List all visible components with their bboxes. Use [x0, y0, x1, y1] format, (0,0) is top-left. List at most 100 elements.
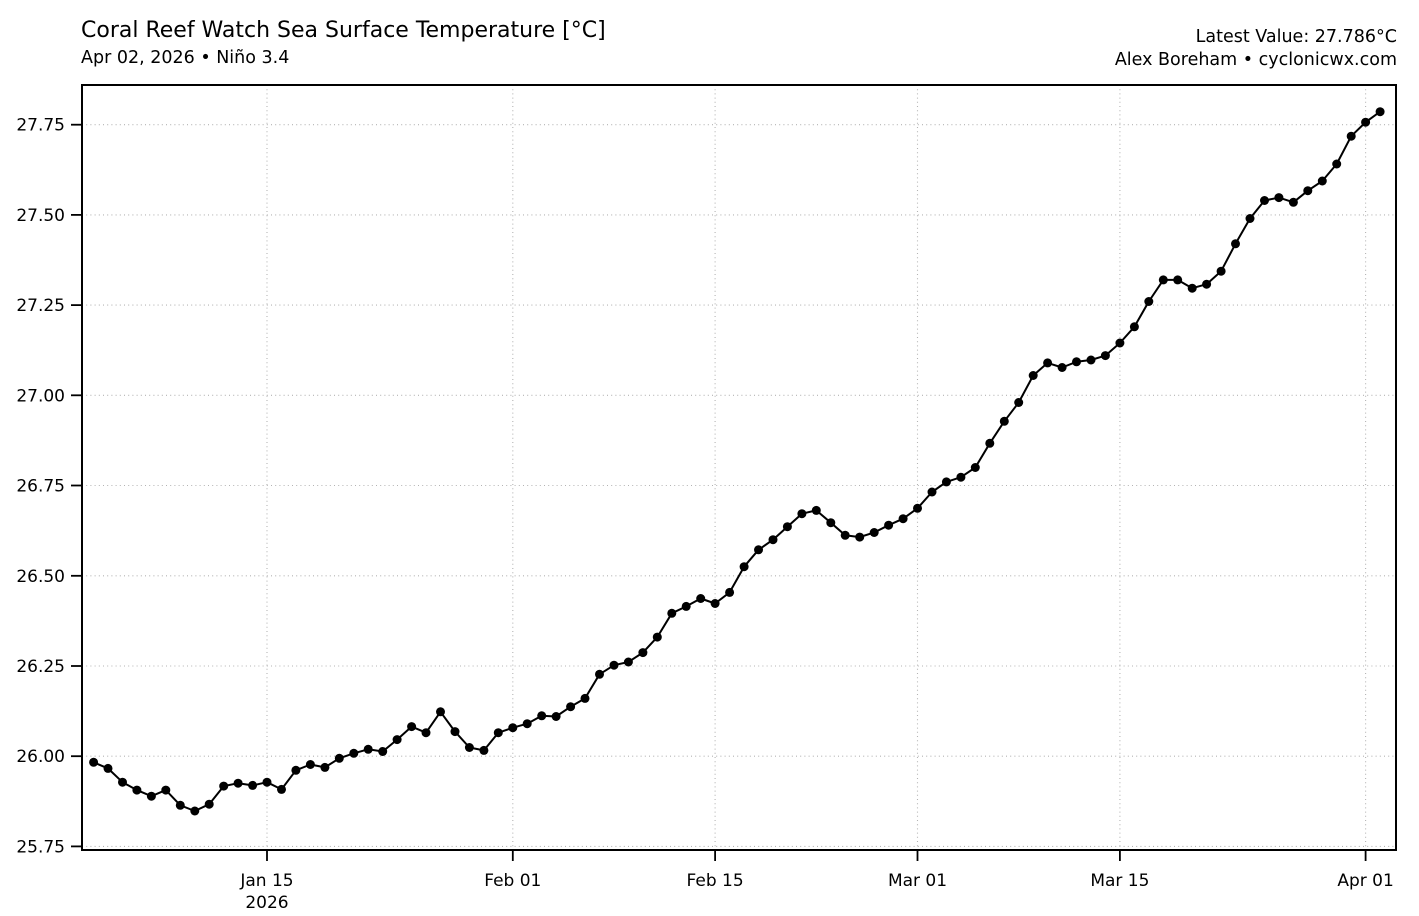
data-point [956, 472, 966, 482]
data-point [89, 757, 99, 767]
data-point [1028, 371, 1038, 380]
x-tick-label: Feb 01 [484, 871, 541, 891]
y-tick-label: 25.75 [16, 837, 65, 857]
data-point [1072, 357, 1081, 367]
data-point [1361, 117, 1371, 127]
data-point [1202, 279, 1212, 289]
data-points [89, 107, 1385, 816]
data-point [320, 762, 330, 772]
data-point [1129, 322, 1139, 332]
data-point [1375, 107, 1385, 117]
data-point [522, 719, 532, 729]
y-tick-label: 26.00 [16, 747, 65, 767]
grid [82, 85, 1396, 850]
data-point [696, 594, 706, 603]
data-point [1173, 275, 1183, 285]
data-point [421, 728, 431, 738]
y-tick-label: 26.50 [16, 567, 65, 587]
data-point [190, 806, 200, 816]
data-point [1144, 297, 1154, 306]
y-tick-label: 27.25 [16, 296, 65, 316]
data-point [1014, 398, 1024, 407]
data-point [219, 781, 229, 791]
data-point [334, 753, 344, 763]
chart-subtitle: Apr 02, 2026 • Niño 3.4 [81, 48, 290, 68]
data-point [768, 535, 778, 545]
data-point [1332, 159, 1342, 169]
data-point [840, 530, 850, 540]
data-point [1216, 266, 1226, 276]
data-point [1043, 358, 1053, 368]
data-point [1245, 214, 1255, 223]
data-point [941, 477, 951, 487]
credit-label: Alex Boreham • cyclonicwx.com [1114, 50, 1397, 70]
axis-labels: 25.75 26.00 26.25 26.50 26.75 27.00 27.25 27.50… [16, 116, 1393, 913]
data-point [754, 545, 763, 555]
data-point [537, 711, 547, 721]
y-tick-label: 27.00 [16, 386, 65, 406]
data-point [204, 799, 214, 809]
x-tick-label: Mar 01 [888, 871, 947, 891]
data-point [436, 707, 445, 717]
data-point [1274, 193, 1284, 203]
sst-line [92, 110, 1382, 812]
x-tick-label: Feb 15 [687, 871, 744, 891]
data-point [855, 532, 865, 542]
data-point [378, 747, 388, 756]
data-point [681, 601, 691, 611]
data-point [508, 723, 518, 733]
data-point [1288, 197, 1298, 207]
data-point [739, 562, 749, 572]
data-point [1086, 355, 1096, 365]
data-point [479, 745, 489, 755]
data-point [1057, 363, 1067, 372]
data-point [1346, 131, 1356, 141]
data-point [609, 660, 619, 670]
data-point [146, 791, 156, 801]
data-point [595, 669, 604, 679]
data-point [1260, 196, 1269, 205]
data-point [811, 505, 821, 515]
data-point [927, 487, 937, 497]
data-point [652, 632, 662, 642]
data-point [667, 608, 677, 618]
latest-value-label: Latest Value: 27.786°C [1195, 27, 1397, 47]
data-point [392, 735, 402, 745]
x-tick-label: Mar 15 [1090, 871, 1149, 891]
data-point [1303, 186, 1313, 196]
data-point [985, 438, 995, 448]
data-point [262, 777, 272, 787]
data-point [782, 522, 792, 532]
data-point [566, 702, 576, 712]
data-point [407, 722, 417, 732]
data-point [710, 599, 720, 608]
data-point [233, 778, 243, 788]
y-tick-label: 26.75 [16, 477, 65, 497]
data-point [1115, 338, 1125, 348]
x-tick-label: Apr 01 [1337, 871, 1393, 891]
data-point [580, 693, 590, 703]
data-point [1187, 283, 1197, 293]
axis-ticks [71, 123, 1367, 861]
data-point [118, 777, 127, 787]
data-point [1317, 176, 1327, 186]
data-point [884, 520, 894, 530]
data-point [551, 712, 561, 721]
data-point [869, 528, 879, 537]
data-point [248, 780, 258, 790]
data-point [638, 648, 648, 658]
data-point [826, 518, 836, 528]
data-point [1231, 239, 1240, 249]
data-point [999, 416, 1009, 426]
data-point [623, 657, 633, 667]
x-tick-label: Jan 15 [239, 871, 293, 891]
data-point [349, 748, 359, 758]
data-point [103, 763, 113, 773]
data-point [291, 765, 301, 775]
data-point [305, 760, 315, 769]
data-point [797, 509, 807, 519]
chart-annotations: Latest Value: 27.786°C Alex Boreham • cy… [1115, 26, 1397, 72]
y-tick-label: 27.75 [16, 116, 65, 136]
